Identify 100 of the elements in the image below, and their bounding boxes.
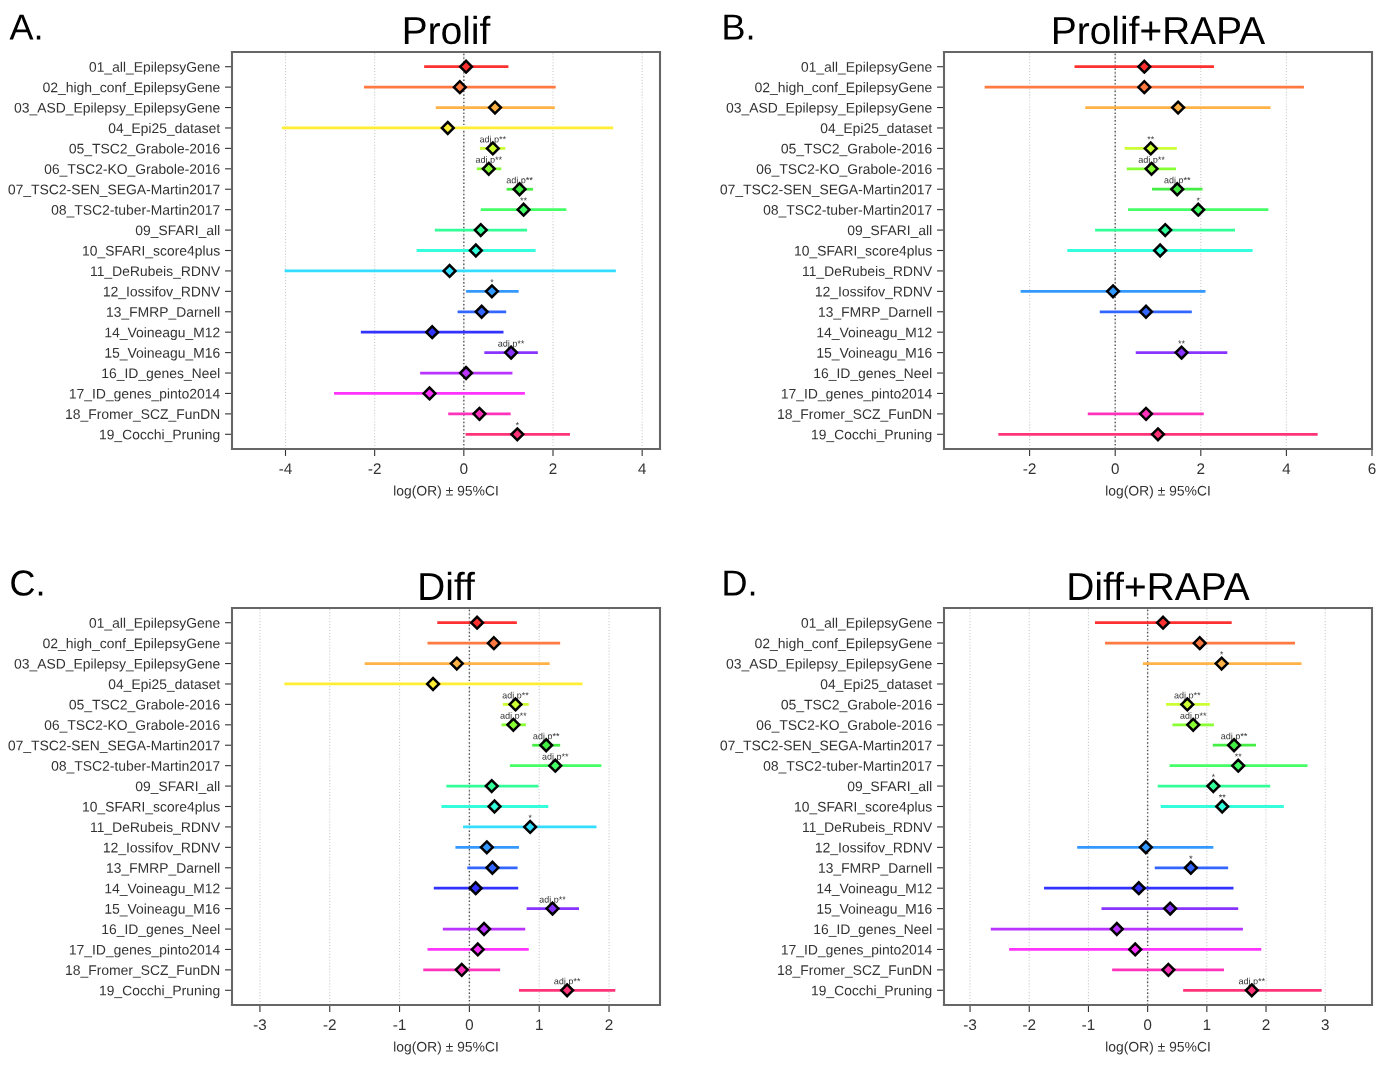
point: [516, 202, 531, 217]
y-tick-label: 17_ID_genes_pinto2014: [781, 388, 932, 402]
y-tick-label: 07_TSC2-SEN_SEGA-Martin2017: [720, 184, 932, 198]
y-tick-label: 03_ASD_Epilepsy_EpilepsyGene: [14, 102, 220, 116]
y-tick-label: 18_Fromer_SCZ_FunDN: [66, 409, 220, 422]
point: [458, 365, 474, 381]
y-tick-label: 11_DeRubeis_RDNV: [91, 821, 221, 835]
y-tick-label: 14_Voineagu_M12: [105, 883, 220, 897]
y-tick-label: 09_SFARI_all: [847, 781, 932, 794]
x-tick-label: -3: [253, 1019, 267, 1031]
y-tick-label: 02_high_conf_EpilepsyGene: [755, 638, 932, 652]
point: [1191, 202, 1206, 217]
y-tick-label: 14_Voineagu_M12: [817, 327, 932, 341]
annotation: *: [1220, 651, 1224, 655]
y-tick-label: 10_SFARI_score4plus: [83, 245, 220, 259]
x-axis-title: log(OR) ± 95%CI: [394, 1041, 498, 1055]
y-tick-label: 17_ID_genes_pinto2014: [69, 388, 220, 402]
y-tick-label: 13_FMRP_Darnell: [819, 862, 932, 876]
y-tick-label: 09_SFARI_all: [847, 225, 932, 238]
point: [442, 263, 457, 279]
y-tick-label: 01_all_EpilepsyGene: [89, 617, 220, 631]
x-axis-title: log(OR) ± 95%CI: [394, 485, 498, 499]
x-tick-label: -2: [1023, 463, 1036, 474]
point: [1138, 406, 1154, 422]
y-tick-label: 13_FMRP_Darnell: [107, 306, 220, 320]
point: [1214, 656, 1229, 671]
annotation: *: [1211, 773, 1215, 777]
point: [485, 860, 500, 875]
x-tick-label: -1: [393, 1019, 406, 1030]
x-axis-title: log(OR) ± 95%CI: [1106, 485, 1210, 499]
y-tick-label: 06_TSC2-KO_Grabole-2016: [44, 719, 220, 733]
annotation: adj.p**: [1138, 156, 1165, 165]
chart-title: Diff: [420, 571, 475, 600]
point: [1137, 79, 1152, 95]
x-tick-label: 0: [465, 1019, 474, 1031]
annotation: adj.p**: [500, 712, 527, 721]
y-tick-label: 04_Epi25_dataset: [108, 122, 221, 136]
y-tick-label: 11_DeRubeis_RDNV: [91, 265, 221, 279]
y-tick-label: 16_ID_genes_Neel: [814, 924, 932, 937]
y-tick-label: 10_SFARI_score4plus: [795, 245, 932, 259]
annotation: **: [1218, 794, 1226, 798]
y-tick-label: 04_Epi25_dataset: [820, 678, 933, 692]
y-tick-label: 15_Voineagu_M16: [105, 347, 220, 361]
point: [1183, 860, 1198, 875]
point: [422, 386, 437, 401]
chart-title: Prolif+RAPA: [1054, 15, 1266, 45]
point: [1150, 427, 1166, 442]
y-tick-label: 07_TSC2-SEN_SEGA-Martin2017: [8, 184, 220, 198]
y-tick-label: 01_all_EpilepsyGene: [801, 617, 932, 631]
y-tick-label: 15_Voineagu_M16: [817, 347, 932, 361]
y-tick-label: 03_ASD_Epilepsy_EpilepsyGene: [726, 102, 932, 116]
y-tick-label: 08_TSC2-tuber-Martin2017: [763, 204, 932, 218]
point: [1153, 243, 1168, 258]
point: [1215, 799, 1230, 814]
y-tick-label: 07_TSC2-SEN_SEGA-Martin2017: [720, 740, 932, 754]
y-tick-label: 04_Epi25_dataset: [108, 678, 221, 692]
y-tick-label: 15_Voineagu_M16: [105, 903, 220, 917]
point: [1131, 881, 1146, 896]
point: [1138, 304, 1154, 319]
y-tick-label: 18_Fromer_SCZ_FunDN: [66, 965, 220, 978]
chart-title: Diff+RAPA: [1069, 571, 1250, 600]
point: [476, 921, 492, 937]
annotation: adj.p**: [1180, 712, 1207, 721]
point: [470, 942, 485, 957]
annotation: adj.p**: [1221, 732, 1248, 742]
annotation: adj.p**: [1174, 691, 1201, 701]
annotation: **: [1178, 340, 1185, 344]
point: [1143, 141, 1158, 156]
point: [484, 778, 499, 794]
x-tick-label: 0: [460, 463, 468, 475]
annotation: adj.p**: [479, 135, 506, 145]
point: [1138, 840, 1154, 855]
x-tick-label: 2: [605, 1019, 613, 1030]
annotation: adj.p**: [506, 176, 533, 186]
x-tick-label: 0: [1111, 463, 1119, 475]
y-tick-label: 05_TSC2_Grabole-2016: [69, 143, 220, 157]
y-tick-label: 06_TSC2-KO_Grabole-2016: [756, 719, 932, 733]
x-tick-label: 1: [1203, 1019, 1211, 1030]
annotation: adj.p**: [539, 896, 566, 905]
y-tick-label: 04_Epi25_dataset: [820, 122, 933, 136]
annotation: *: [528, 814, 532, 818]
x-tick-label: 3: [1321, 1019, 1329, 1031]
x-tick-label: -2: [1023, 1019, 1036, 1030]
y-tick-label: 06_TSC2-KO_Grabole-2016: [44, 163, 220, 177]
y-tick-label: 17_ID_genes_pinto2014: [69, 944, 220, 958]
point: [1128, 942, 1143, 957]
point: [1174, 345, 1189, 360]
y-tick-label: 01_all_EpilepsyGene: [89, 61, 220, 75]
y-tick-label: 09_SFARI_all: [135, 225, 220, 238]
y-tick-label: 12_Iossifov_RDNV: [815, 286, 933, 300]
x-tick-label: 4: [1282, 463, 1291, 474]
point: [469, 615, 485, 630]
point: [1192, 635, 1207, 651]
x-axis-title: log(OR) ± 95%CI: [1106, 1041, 1210, 1055]
point: [440, 120, 455, 136]
y-tick-label: 19_Cocchi_Pruning: [100, 985, 220, 999]
y-tick-label: 11_DeRubeis_RDNV: [803, 265, 933, 279]
annotation: adj.p**: [1238, 977, 1265, 987]
y-tick-label: 15_Voineagu_M16: [817, 903, 932, 917]
point: [1158, 222, 1173, 238]
